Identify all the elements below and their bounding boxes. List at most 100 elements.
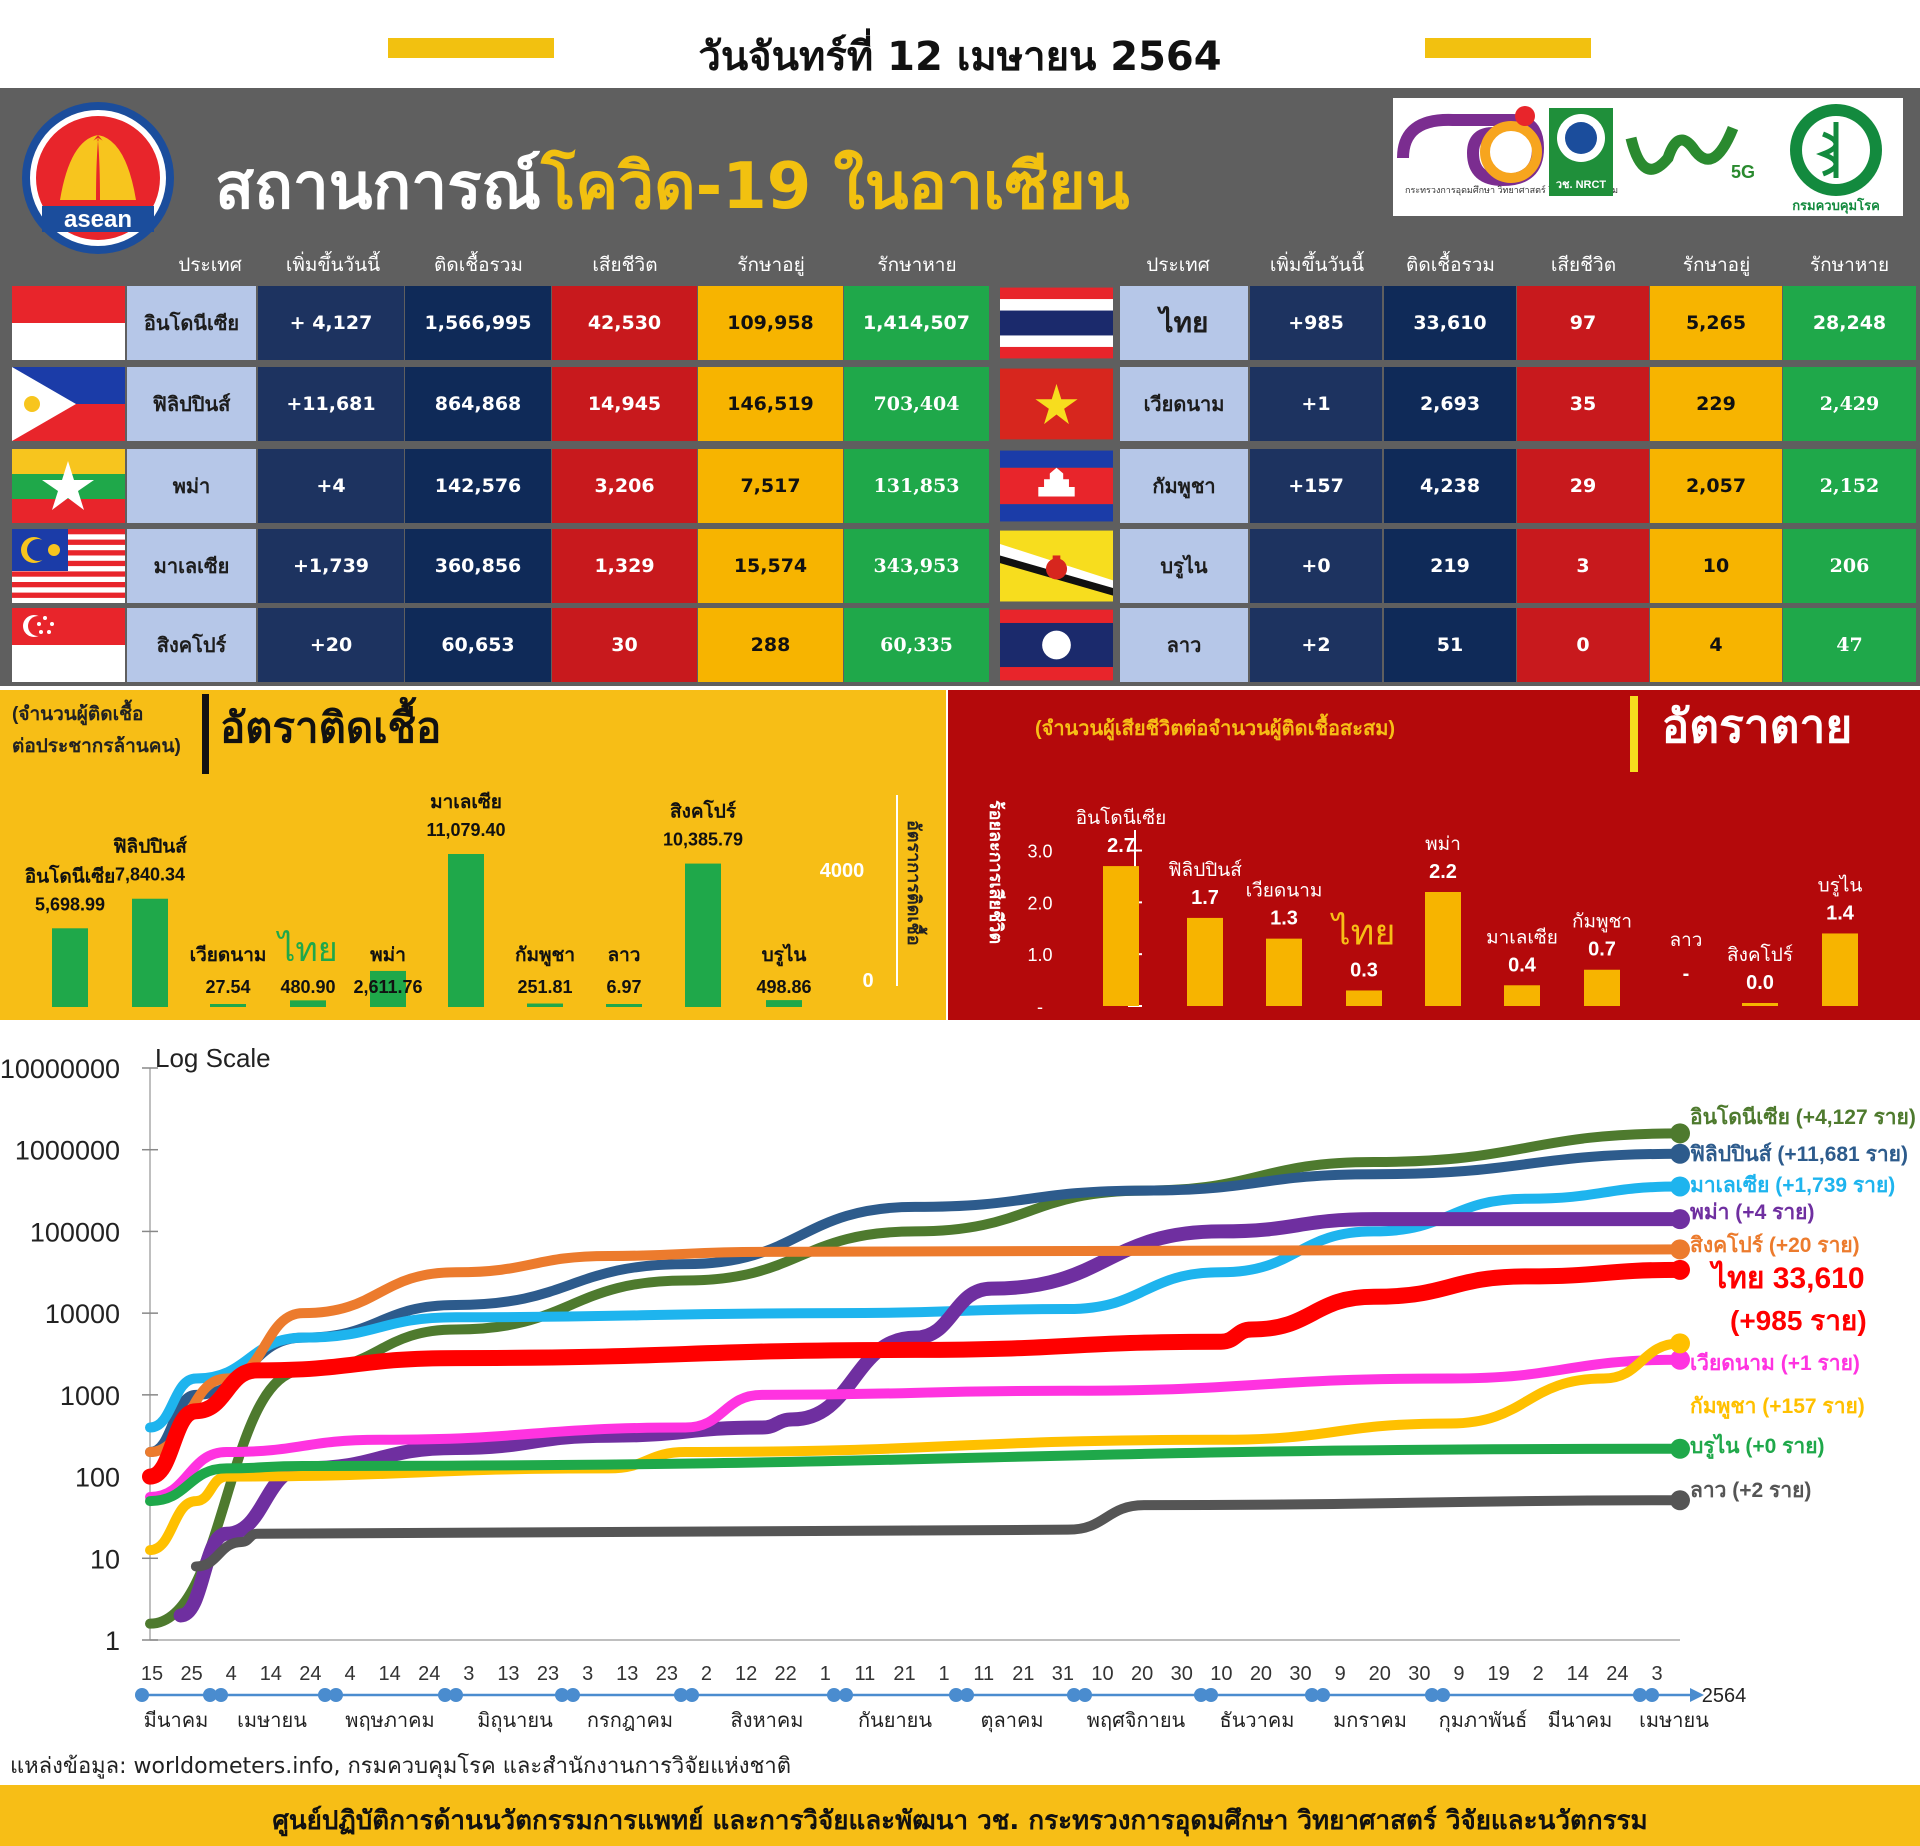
infection-title-divider (202, 694, 209, 774)
legend-ลาว: ลาว (+2 ราย) (1690, 1479, 1811, 1502)
line-xtick-label: 9 (1335, 1663, 1346, 1685)
death-value-label: 1.4 (1826, 902, 1855, 924)
infection-bar (132, 898, 168, 1007)
death-title-divider (1630, 696, 1638, 772)
month-timeline-arrow (1690, 1688, 1704, 1702)
deaths-value: 35 (1517, 367, 1649, 441)
death-bar (1504, 985, 1540, 1006)
line-xtick-label: 21 (893, 1663, 915, 1685)
infection-category-label: ฟิลิปปินส์ (113, 836, 187, 858)
line-xtick-label: 19 (1487, 1663, 1509, 1685)
active-value: 15,574 (698, 529, 843, 603)
month-timeline-dot (674, 1688, 688, 1702)
death-bar (1346, 990, 1382, 1006)
death-ytick-label: 2.0 (1027, 893, 1052, 913)
death-rate-panel: (จำนวนผู้เสียชีวิตต่อจำนวนผู้ติดเชื้อสะส… (948, 690, 1920, 1020)
country-name: ฟิลิปปินส์ (127, 367, 256, 441)
header-country-right: ประเทศ (1146, 254, 1210, 276)
month-label: มีนาคม (1548, 1710, 1613, 1732)
death-bar (1187, 917, 1223, 1006)
header-active-right: รักษาอยู่ (1682, 254, 1751, 276)
line-xtick-label: 3 (1651, 1663, 1662, 1685)
line-xtick-label: 1 (820, 1663, 831, 1685)
indonesia-flag (12, 286, 125, 360)
line-xtick-label: 3 (582, 1663, 593, 1685)
recovered-value: 28,248 (1783, 286, 1916, 360)
country-name: ไทย (1120, 286, 1248, 360)
death-value-label: 0.0 (1746, 972, 1774, 994)
line-xtick-label: 14 (1567, 1663, 1589, 1685)
infection-category-label: บรูไน (762, 943, 807, 967)
total-value: 33,610 (1384, 286, 1516, 360)
country-name: อินโดนีเซีย (127, 286, 256, 360)
deaths-value: 0 (1517, 608, 1649, 682)
legend-มาเลเซีย: มาเลเซีย (+1,739 ราย) (1690, 1173, 1895, 1197)
active-value: 4 (1650, 608, 1782, 682)
line-xtick-label: 12 (735, 1663, 757, 1685)
active-value: 10 (1650, 529, 1782, 603)
infection-bar (448, 854, 484, 1007)
asean-logo-text: asean (64, 206, 132, 233)
header-recovered-right: รักษาหาย (1809, 254, 1890, 276)
death-category-label: ลาว (1670, 930, 1703, 951)
recovered-value: 60,335 (844, 608, 989, 682)
line-series-ฟิลิปปินส์ (145, 1148, 1685, 1458)
line-ytick-label: 10000 (45, 1299, 120, 1329)
death-ytick-label: - (1037, 997, 1043, 1017)
country-name: เวียดนาม (1120, 367, 1248, 441)
country-name: ลาว (1120, 608, 1248, 682)
line-xtick-label: 1 (939, 1663, 950, 1685)
brunei-flag (1000, 530, 1113, 602)
date-decor-bar-left (388, 38, 554, 58)
header-total-left: ติดเชื้อรวม (434, 254, 523, 276)
death-value-label: 2.7 (1107, 835, 1135, 857)
death-category-label: ไทย (1330, 911, 1396, 952)
svg-text:5G: 5G (1731, 162, 1755, 182)
month-label: มีนาคม (144, 1710, 209, 1732)
death-ylabel: ร้อยละการเสียชีวิต (986, 800, 1006, 944)
line-series-endpoint (1670, 1259, 1690, 1280)
svg-text:วช. NRCT: วช. NRCT (1556, 179, 1607, 191)
total-value: 142,576 (405, 449, 551, 523)
vietnam-flag (1000, 368, 1113, 440)
line-ytick-label: 1000 (60, 1381, 120, 1411)
line-xtick-label: 10 (1210, 1663, 1232, 1685)
line-xtick-label: 23 (537, 1663, 559, 1685)
increase-value: +985 (1250, 286, 1382, 360)
line-series-endpoint (1670, 1333, 1690, 1354)
line-series-endpoint (1670, 1349, 1690, 1370)
header-total-right: ติดเชื้อรวม (1406, 254, 1495, 276)
infection-bar (527, 1003, 563, 1007)
death-bar (1266, 938, 1302, 1006)
month-timeline-dot (839, 1688, 853, 1702)
month-label: เมษายน (237, 1710, 307, 1732)
month-timeline-dot (1316, 1688, 1330, 1702)
infection-value-label: 480.90 (280, 977, 335, 997)
deaths-value: 3 (1517, 529, 1649, 603)
log-scale-line-chart: Log Scale 10000000 1000000 100000 10000 1000… (0, 1043, 1916, 1733)
footer-text: ศูนย์ปฏิบัติการด้านนวัตกรรมการแพทย์ และก… (272, 1806, 1648, 1836)
month-timeline-dot (1194, 1688, 1208, 1702)
deaths-value: 3,206 (552, 449, 697, 523)
total-value: 4,238 (1384, 449, 1516, 523)
infection-ytick-4000: 4000 (820, 860, 865, 882)
month-label: มกราคม (1333, 1710, 1407, 1732)
line-xtick-label: 20 (1250, 1663, 1272, 1685)
infection-rate-chart: (จำนวนผู้ติดเชื้อ ต่อประชากรล้านคน) อัตร… (12, 694, 928, 1007)
line-series-endpoint (1670, 1143, 1690, 1164)
total-value: 864,868 (405, 367, 551, 441)
line-series-บรูไน (145, 1443, 1685, 1507)
month-timeline-dot (214, 1688, 228, 1702)
increase-value: +1,739 (258, 529, 404, 603)
active-value: 2,057 (1650, 449, 1782, 523)
myanmar-flag (12, 449, 125, 523)
death-bar (1103, 866, 1139, 1006)
line-series-เวียดนาม (145, 1354, 1685, 1502)
death-value-label: 1.3 (1270, 908, 1298, 930)
line-xtick-label: 30 (1289, 1663, 1311, 1685)
infection-category-label: เวียดนาม (190, 944, 267, 966)
infection-value-label: 498.86 (756, 977, 811, 997)
deaths-value: 29 (1517, 449, 1649, 523)
death-value-label: 0.4 (1508, 954, 1537, 976)
death-category-label: มาเลเซีย (1486, 926, 1558, 948)
